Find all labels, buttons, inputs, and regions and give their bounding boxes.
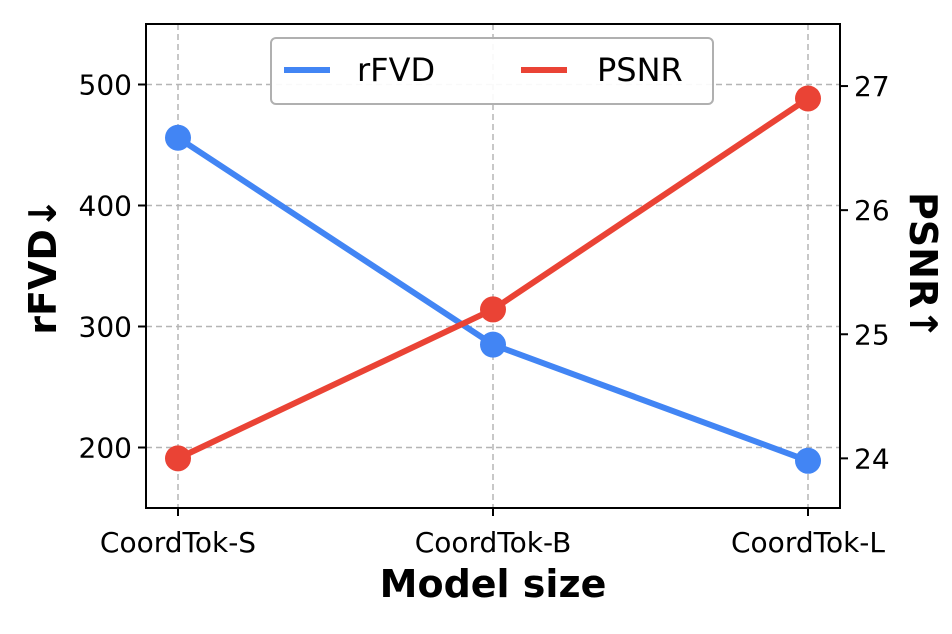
psnr-point <box>165 445 191 472</box>
psnr-point <box>480 296 506 323</box>
series-layer <box>165 85 821 474</box>
y2-axis-title: PSNR↑ <box>901 192 945 340</box>
y2-tick-label: 27 <box>854 70 890 103</box>
x-tick-label: CoordTok-L <box>731 526 885 559</box>
y-tick-label: 400 <box>79 190 132 223</box>
psnr-point <box>795 85 821 112</box>
x-tick-label: CoordTok-B <box>415 526 572 559</box>
legend-rfvd-label: rFVD <box>357 51 435 89</box>
x-axis-title: Model size <box>380 562 607 606</box>
y-tick-label: 300 <box>79 311 132 344</box>
rfvd-point <box>795 447 821 474</box>
y2-tick-label: 26 <box>854 194 890 227</box>
y2-tick-label: 25 <box>854 318 890 351</box>
legend: rFVD PSNR <box>270 37 714 105</box>
y-tick-label: 200 <box>79 432 132 465</box>
x-tick-label: CoordTok-S <box>100 526 256 559</box>
y2-tick-label: 24 <box>854 442 890 475</box>
legend-box <box>270 37 714 105</box>
ticks-layer: CoordTok-S CoordTok-B CoordTok-L 200 300 400 5… <box>79 69 890 560</box>
y-axis-title: rFVD↓ <box>21 197 65 335</box>
legend-psnr-label: PSNR <box>597 51 683 89</box>
rfvd-point <box>480 331 506 358</box>
y-tick-label: 500 <box>79 69 132 102</box>
rfvd-point <box>165 124 191 151</box>
